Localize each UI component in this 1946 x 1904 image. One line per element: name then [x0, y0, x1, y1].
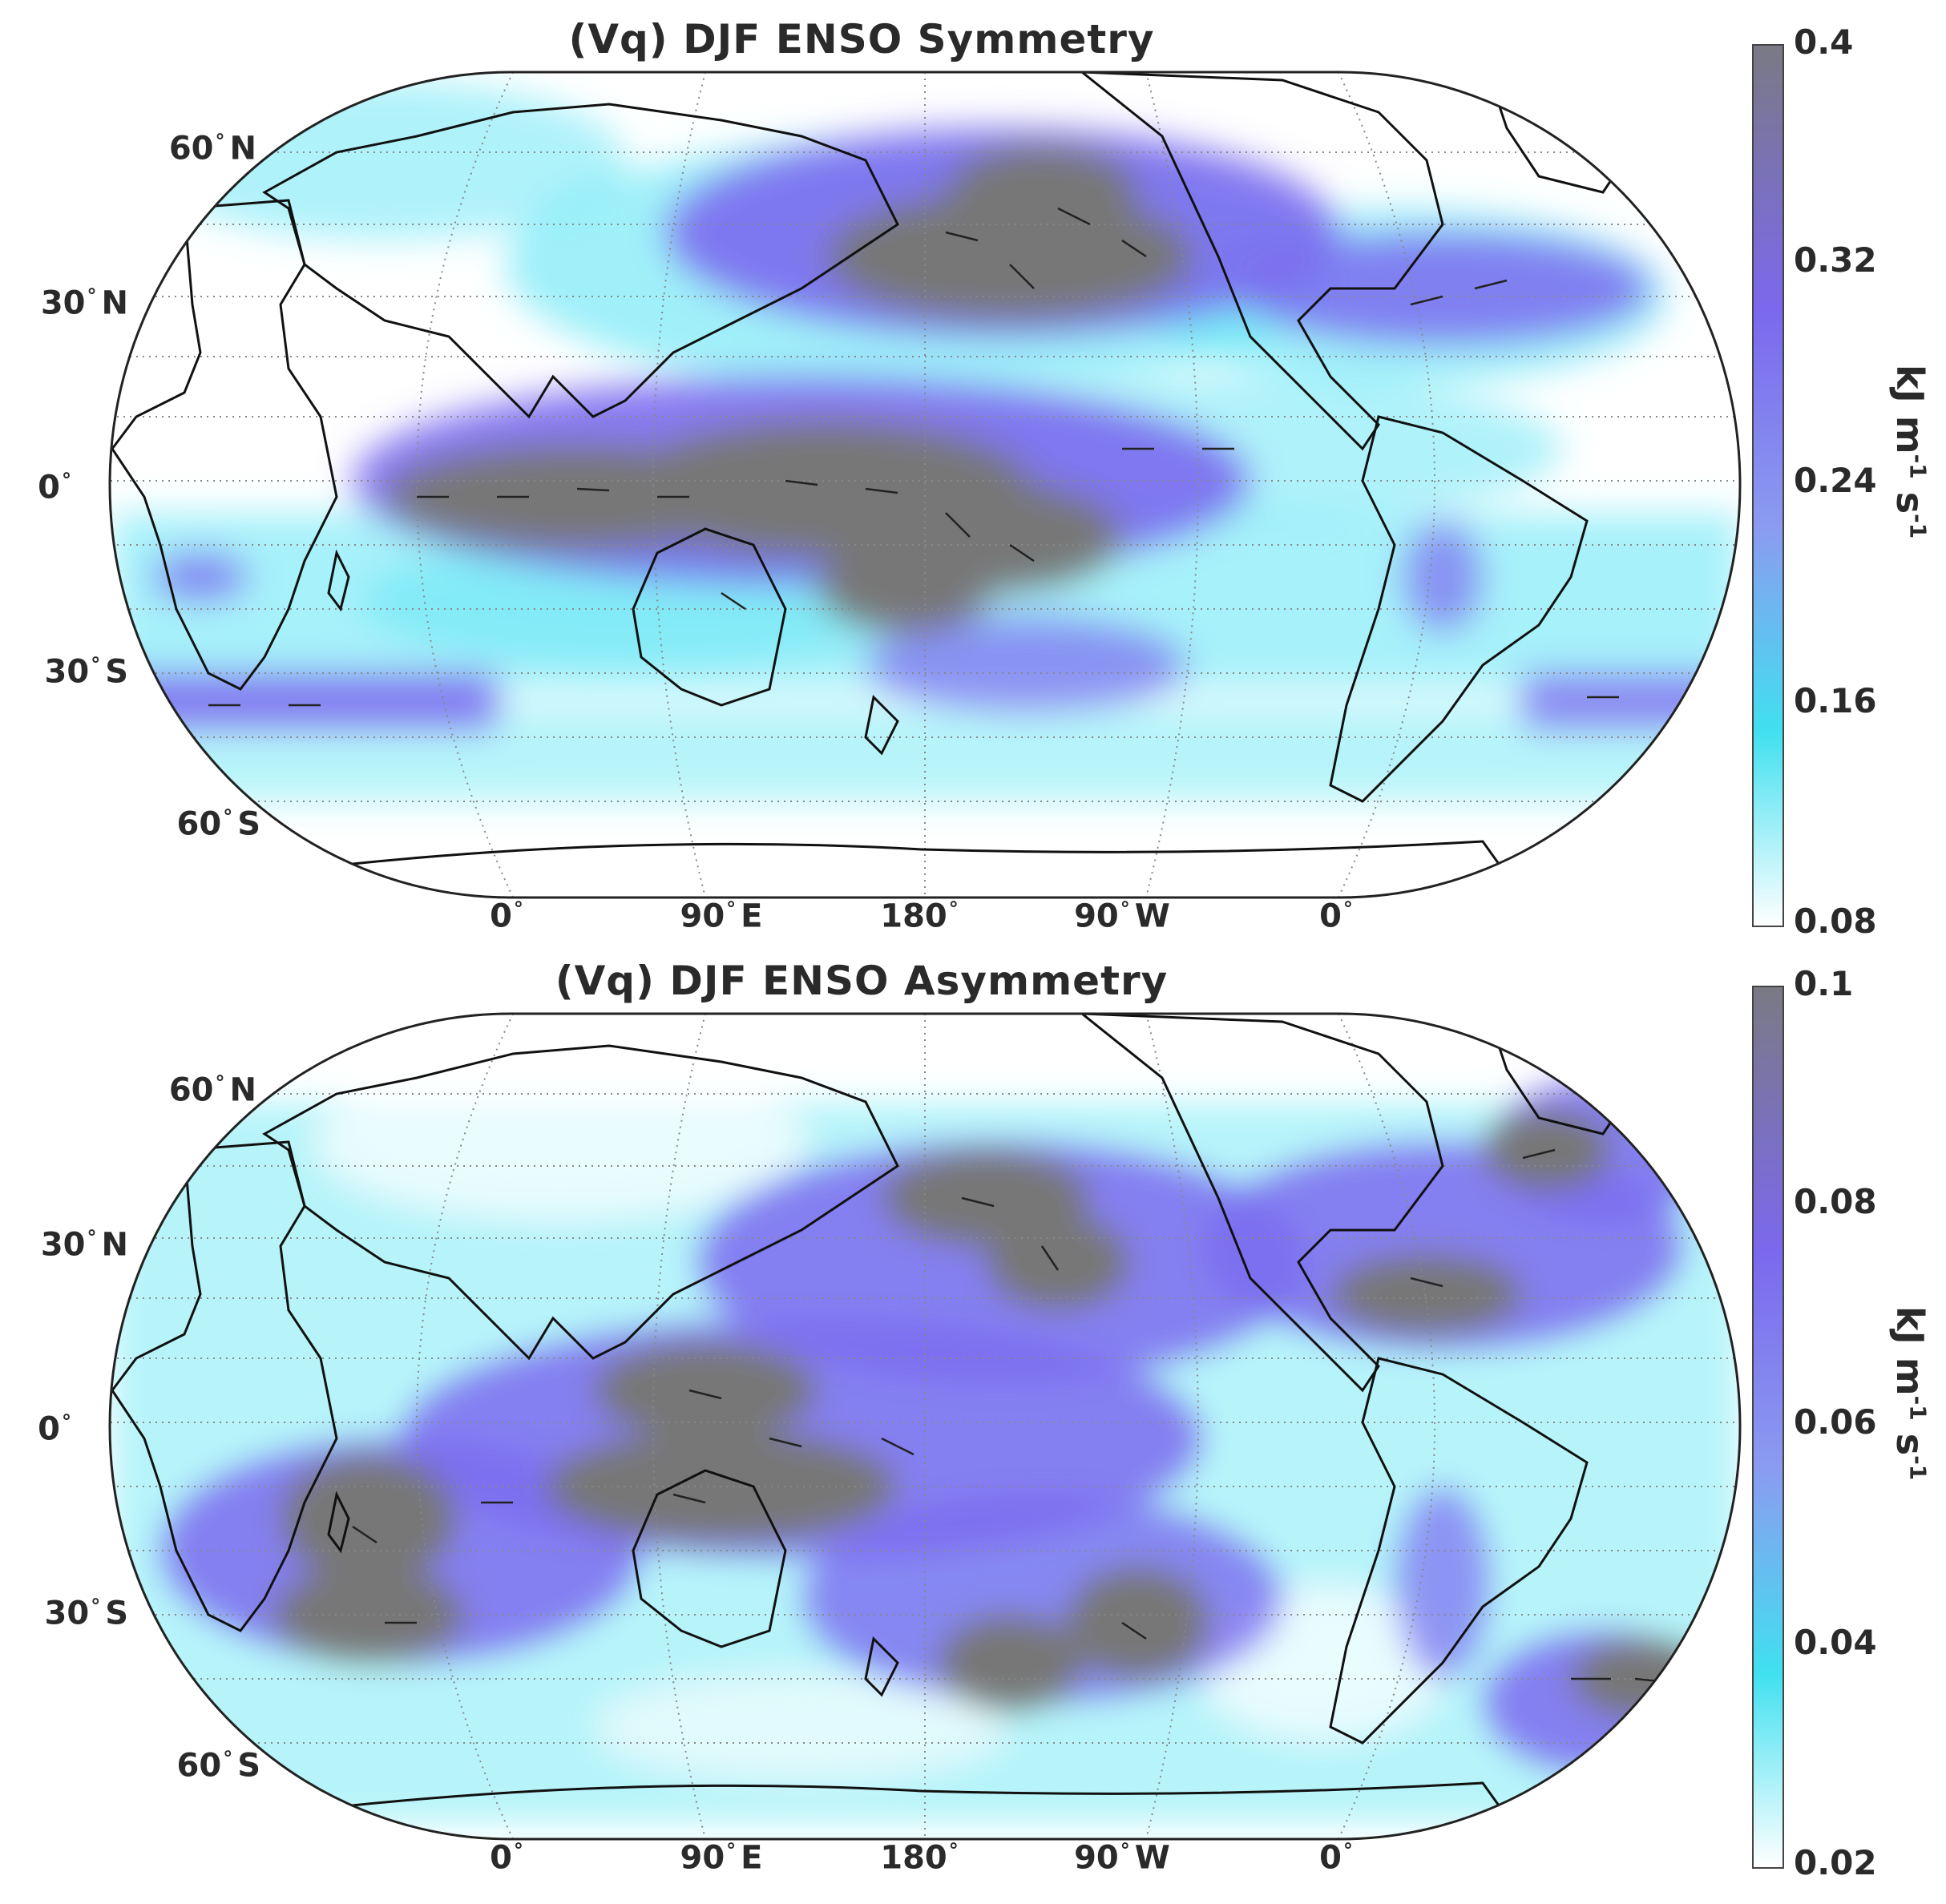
lat-label-30s: 30° S: [44, 653, 128, 691]
colorbar-tick: 0.04: [1794, 1623, 1877, 1662]
map-panel-asymmetry: (Vq) DJF ENSO Asymmetry: [0, 942, 1946, 1882]
lat-label-0: 0°: [38, 1410, 71, 1448]
graticule: [110, 72, 1740, 898]
panel-title: (Vq) DJF ENSO Symmetry: [568, 16, 1155, 63]
colorbar-tick: 0.08: [1794, 1182, 1877, 1221]
lon-label-0-east: 0°: [1319, 898, 1353, 935]
flux-field: [112, 80, 1739, 801]
lon-label-90w: 90° W: [1074, 1839, 1170, 1877]
colorbar-tick: 0.02: [1794, 1843, 1877, 1882]
colorbar: [1752, 44, 1784, 927]
colorbar-tick: 0.16: [1794, 681, 1877, 720]
lon-label-0-east: 0°: [1319, 1839, 1353, 1877]
colorbar: [1752, 986, 1784, 1869]
lat-label-30n: 30° N: [40, 1226, 128, 1264]
map-frame: [108, 1012, 1742, 1841]
flux-vectors: [352, 1148, 1676, 1684]
lon-label-90e: 90° E: [680, 1839, 763, 1877]
colorbar-tick: 0.08: [1794, 902, 1877, 941]
lat-label-30s: 30° S: [44, 1595, 128, 1632]
world-map: [108, 1012, 1742, 1841]
world-map: [108, 71, 1742, 899]
colorbar-tick: 0.06: [1794, 1402, 1877, 1442]
lon-label-180: 180°: [880, 898, 959, 935]
colorbar-tick: 0.32: [1794, 240, 1877, 280]
flux-field: [112, 1070, 1739, 1823]
colorbar-tick: 0.1: [1794, 964, 1854, 1003]
lon-label-180: 180°: [880, 1839, 959, 1877]
lat-label-30n: 30° N: [40, 284, 128, 322]
lat-label-60s: 60° S: [176, 805, 260, 843]
lon-label-90e: 90° E: [680, 898, 763, 935]
lat-label-60n: 60° N: [168, 1071, 256, 1109]
lon-label-90w: 90° W: [1074, 898, 1170, 935]
graticule: [110, 1014, 1740, 1839]
lat-label-60n: 60° N: [168, 130, 256, 167]
colorbar-unit-label: kJ m-1 s-1: [1888, 365, 1932, 539]
colorbar-tick: 0.4: [1794, 22, 1854, 62]
coastlines: [111, 72, 1637, 898]
panel-title: (Vq) DJF ENSO Asymmetry: [555, 958, 1169, 1004]
lat-label-0: 0°: [38, 469, 71, 506]
map-panel-symmetry: (Vq) DJF ENSO Symmetry: [0, 0, 1946, 941]
lon-label-0: 0°: [490, 1839, 523, 1877]
map-frame: [108, 71, 1742, 899]
colorbar-unit-label: kJ m-1 s-1: [1888, 1306, 1932, 1481]
lat-label-60s: 60° S: [176, 1747, 260, 1785]
lon-label-0: 0°: [490, 898, 523, 935]
flux-vectors: [208, 207, 1619, 707]
colorbar-tick: 0.24: [1794, 461, 1877, 500]
